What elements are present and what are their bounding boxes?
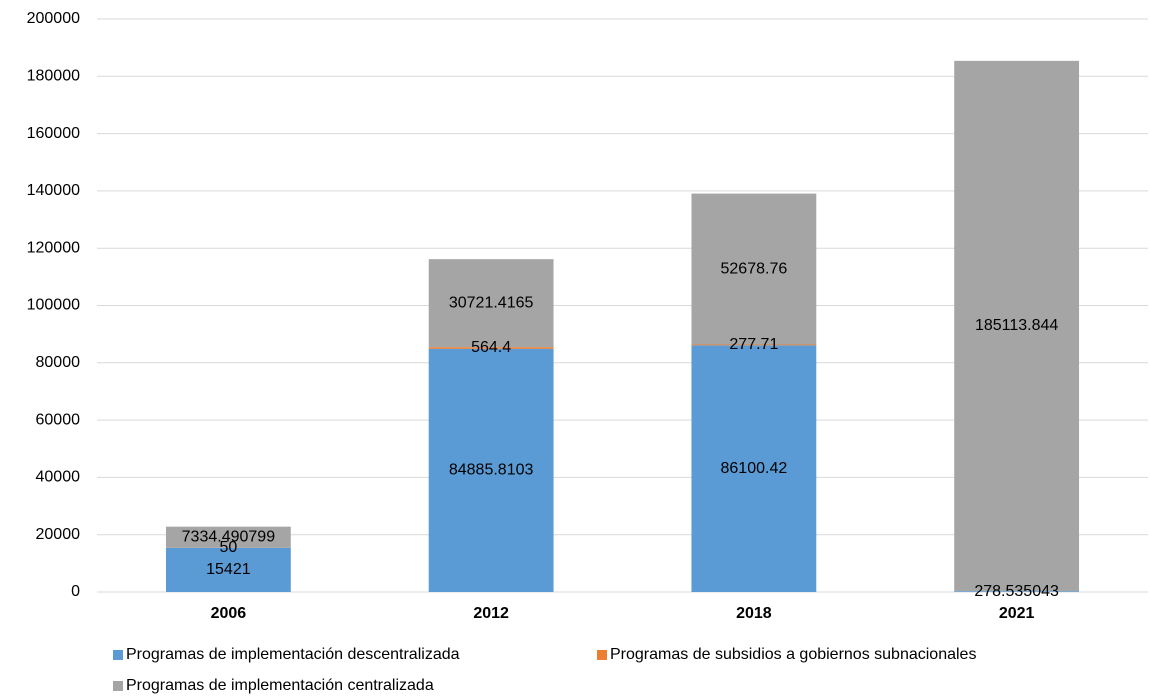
data-label: 52678.76 xyxy=(721,260,788,277)
data-label: 86100.42 xyxy=(721,460,788,477)
legend-swatch xyxy=(597,650,607,660)
y-tick-label: 20000 xyxy=(36,526,81,543)
y-tick-label: 80000 xyxy=(36,354,81,371)
y-tick-label: 120000 xyxy=(27,239,80,256)
data-label: 50 xyxy=(219,539,237,556)
bar-segment xyxy=(691,344,817,346)
data-label: 15421 xyxy=(206,561,251,578)
x-tick-label: 2018 xyxy=(736,605,772,622)
bar-segment xyxy=(954,60,1080,592)
x-tick-label: 2006 xyxy=(211,605,247,622)
data-label: 7334.490799 xyxy=(182,528,276,545)
bar-segment xyxy=(165,526,291,548)
data-label: 84885.8103 xyxy=(449,462,534,479)
data-label: 30721.4165 xyxy=(449,294,534,311)
data-label: 277.71 xyxy=(729,336,778,353)
y-tick-label: 140000 xyxy=(27,182,80,199)
data-label: 278.535043 xyxy=(974,583,1059,600)
data-label: 185113.844 xyxy=(975,317,1058,334)
bar-segment xyxy=(165,547,291,592)
legend-swatch xyxy=(113,681,123,691)
y-tick-label: 200000 xyxy=(27,10,80,27)
y-tick-label: 0 xyxy=(71,583,80,600)
bar-segment xyxy=(428,347,554,349)
y-tick-label: 60000 xyxy=(36,411,81,428)
y-tick-label: 180000 xyxy=(27,68,80,85)
bar-segment xyxy=(954,591,1080,592)
bar-segment xyxy=(691,193,817,345)
y-tick-label: 40000 xyxy=(36,469,81,486)
data-label: 564.4 xyxy=(471,339,511,356)
x-tick-label: 2012 xyxy=(473,605,509,622)
bar-segment xyxy=(691,345,817,592)
legend-label: Programas de implementación centralizada xyxy=(126,677,434,694)
legend-swatch xyxy=(113,650,123,660)
bar-segment xyxy=(428,259,554,348)
x-tick-label: 2021 xyxy=(999,605,1035,622)
bar-segment xyxy=(428,348,554,592)
y-tick-label: 160000 xyxy=(27,125,80,142)
legend-label: Programas de implementación descentraliz… xyxy=(126,646,460,663)
legend-label: Programas de subsidios a gobiernos subna… xyxy=(610,646,976,663)
y-tick-label: 100000 xyxy=(27,297,80,314)
